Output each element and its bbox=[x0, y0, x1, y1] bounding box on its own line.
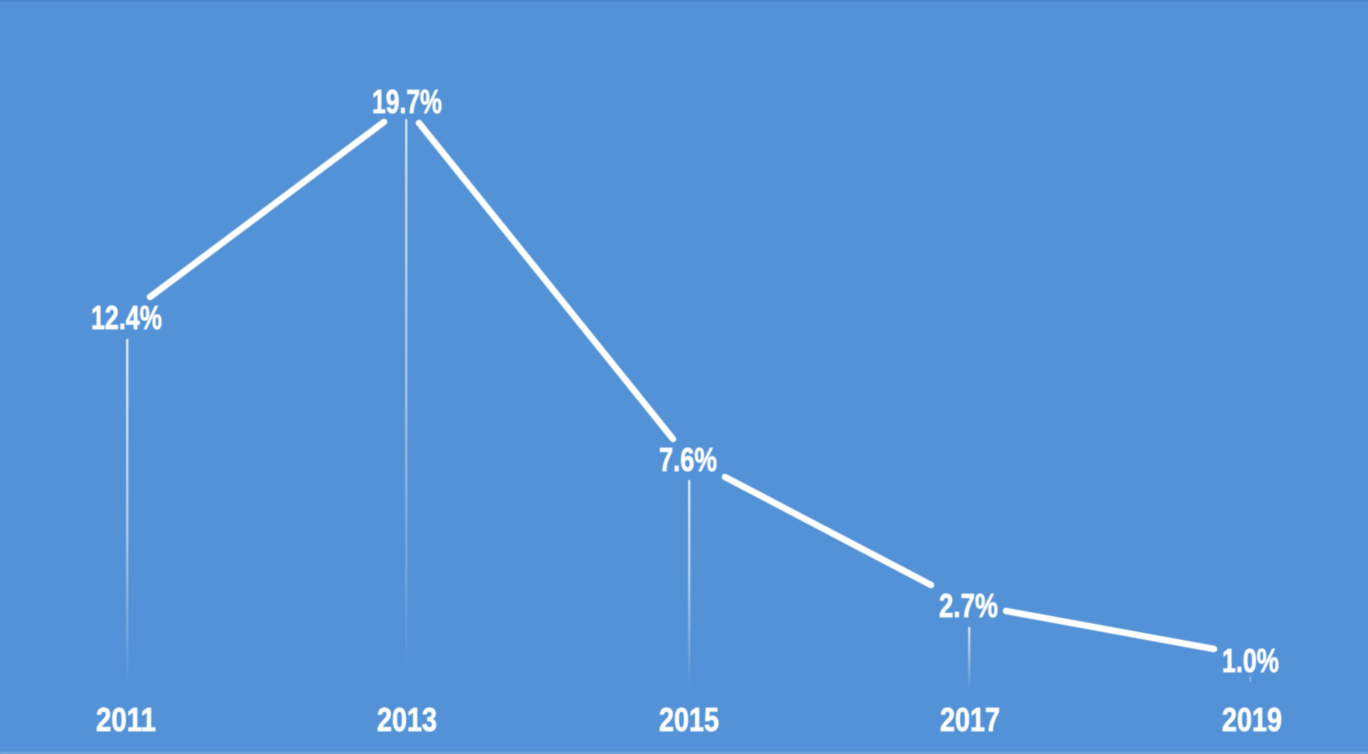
svg-text:2.7%: 2.7% bbox=[939, 587, 998, 624]
svg-text:7.6%: 7.6% bbox=[659, 441, 717, 478]
svg-text:1.0%: 1.0% bbox=[1222, 642, 1279, 679]
svg-text:2011: 2011 bbox=[96, 701, 156, 738]
svg-text:2019: 2019 bbox=[1222, 701, 1282, 738]
svg-text:2013: 2013 bbox=[377, 701, 437, 738]
svg-text:2015: 2015 bbox=[659, 701, 719, 738]
svg-text:12.4%: 12.4% bbox=[91, 299, 162, 336]
svg-text:19.7%: 19.7% bbox=[372, 83, 442, 120]
svg-text:2017: 2017 bbox=[940, 701, 1000, 738]
